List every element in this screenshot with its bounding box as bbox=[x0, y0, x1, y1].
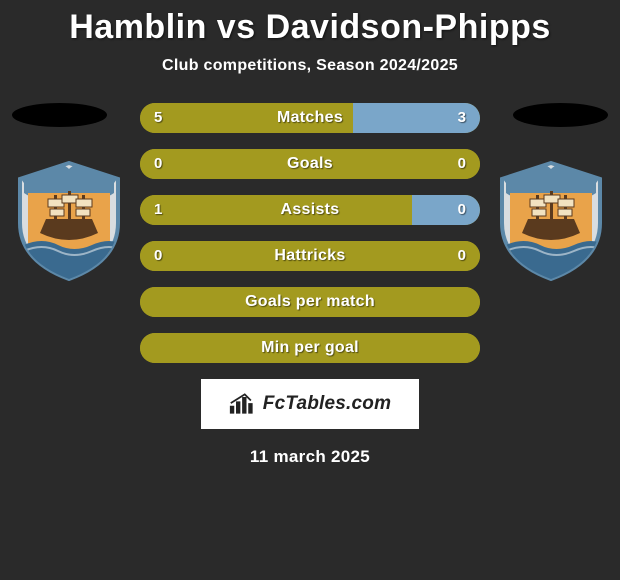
stat-label: Hattricks bbox=[140, 241, 480, 271]
club-badge-left bbox=[14, 161, 124, 281]
stat-label: Assists bbox=[140, 195, 480, 225]
page-title: Hamblin vs Davidson-Phipps bbox=[0, 0, 620, 47]
stat-row: 53Matches bbox=[140, 103, 480, 133]
comparison-panel: 53Matches 00Goals 10Assists 00Hattricks Goal… bbox=[0, 103, 620, 467]
stat-label: Min per goal bbox=[140, 333, 480, 363]
stat-label: Goals per match bbox=[140, 287, 480, 317]
stat-row: 00Hattricks bbox=[140, 241, 480, 271]
brand-chart-icon bbox=[229, 392, 257, 416]
player-shadow-right bbox=[513, 103, 608, 127]
stat-row: Goals per match bbox=[140, 287, 480, 317]
club-badge-right bbox=[496, 161, 606, 281]
stat-row: 00Goals bbox=[140, 149, 480, 179]
stat-row: 10Assists bbox=[140, 195, 480, 225]
brand-name: FcTables.com bbox=[263, 393, 391, 415]
stat-row: Min per goal bbox=[140, 333, 480, 363]
brand-box[interactable]: FcTables.com bbox=[201, 379, 419, 429]
subtitle: Club competitions, Season 2024/2025 bbox=[0, 57, 620, 75]
date-label: 11 march 2025 bbox=[0, 447, 620, 467]
player-shadow-left bbox=[12, 103, 107, 127]
stat-label: Goals bbox=[140, 149, 480, 179]
stat-label: Matches bbox=[140, 103, 480, 133]
stat-rows: 53Matches 00Goals 10Assists 00Hattricks Goal… bbox=[140, 103, 480, 363]
